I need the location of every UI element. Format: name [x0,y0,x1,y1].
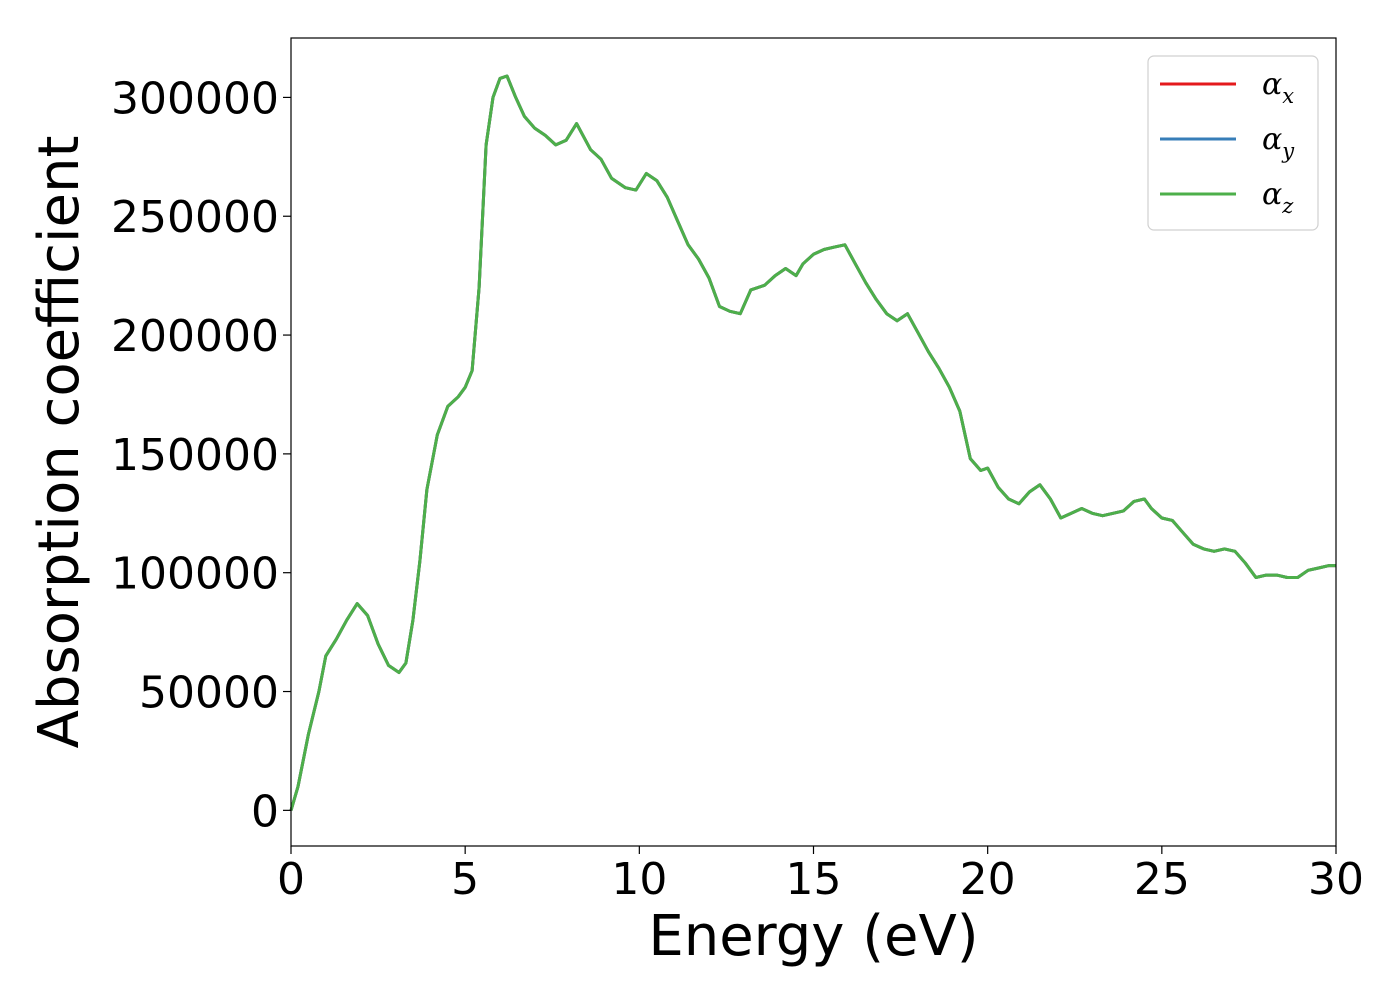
y-axis-ticks: 0 50000 100000 150000 200000 250000 300000 [111,73,291,837]
x-tick-label: 10 [611,854,667,905]
y-tick-label: 100000 [111,549,279,600]
x-axis-ticks: 0 5 10 15 20 25 30 [277,846,1364,905]
x-tick-label: 20 [960,854,1016,905]
y-tick-label: 150000 [111,430,279,481]
y-tick-label: 300000 [111,73,279,124]
y-tick-label: 0 [251,786,279,837]
x-axis-label: Energy (eV) [648,904,978,969]
x-tick-label: 5 [451,854,479,905]
legend-box [1147,55,1319,231]
legend-label-z: αz [1262,177,1294,218]
y-axis-label: Absorption coefficient [27,136,92,749]
x-tick-label: 15 [786,854,842,905]
plot-lines [289,74,1336,811]
x-tick-label: 0 [277,854,305,905]
y-tick-label: 250000 [111,192,279,243]
series-line-z [289,74,1336,811]
y-tick-label: 50000 [139,668,279,719]
x-tick-label: 30 [1308,854,1364,905]
x-tick-label: 25 [1134,854,1190,905]
y-tick-label: 200000 [111,311,279,362]
